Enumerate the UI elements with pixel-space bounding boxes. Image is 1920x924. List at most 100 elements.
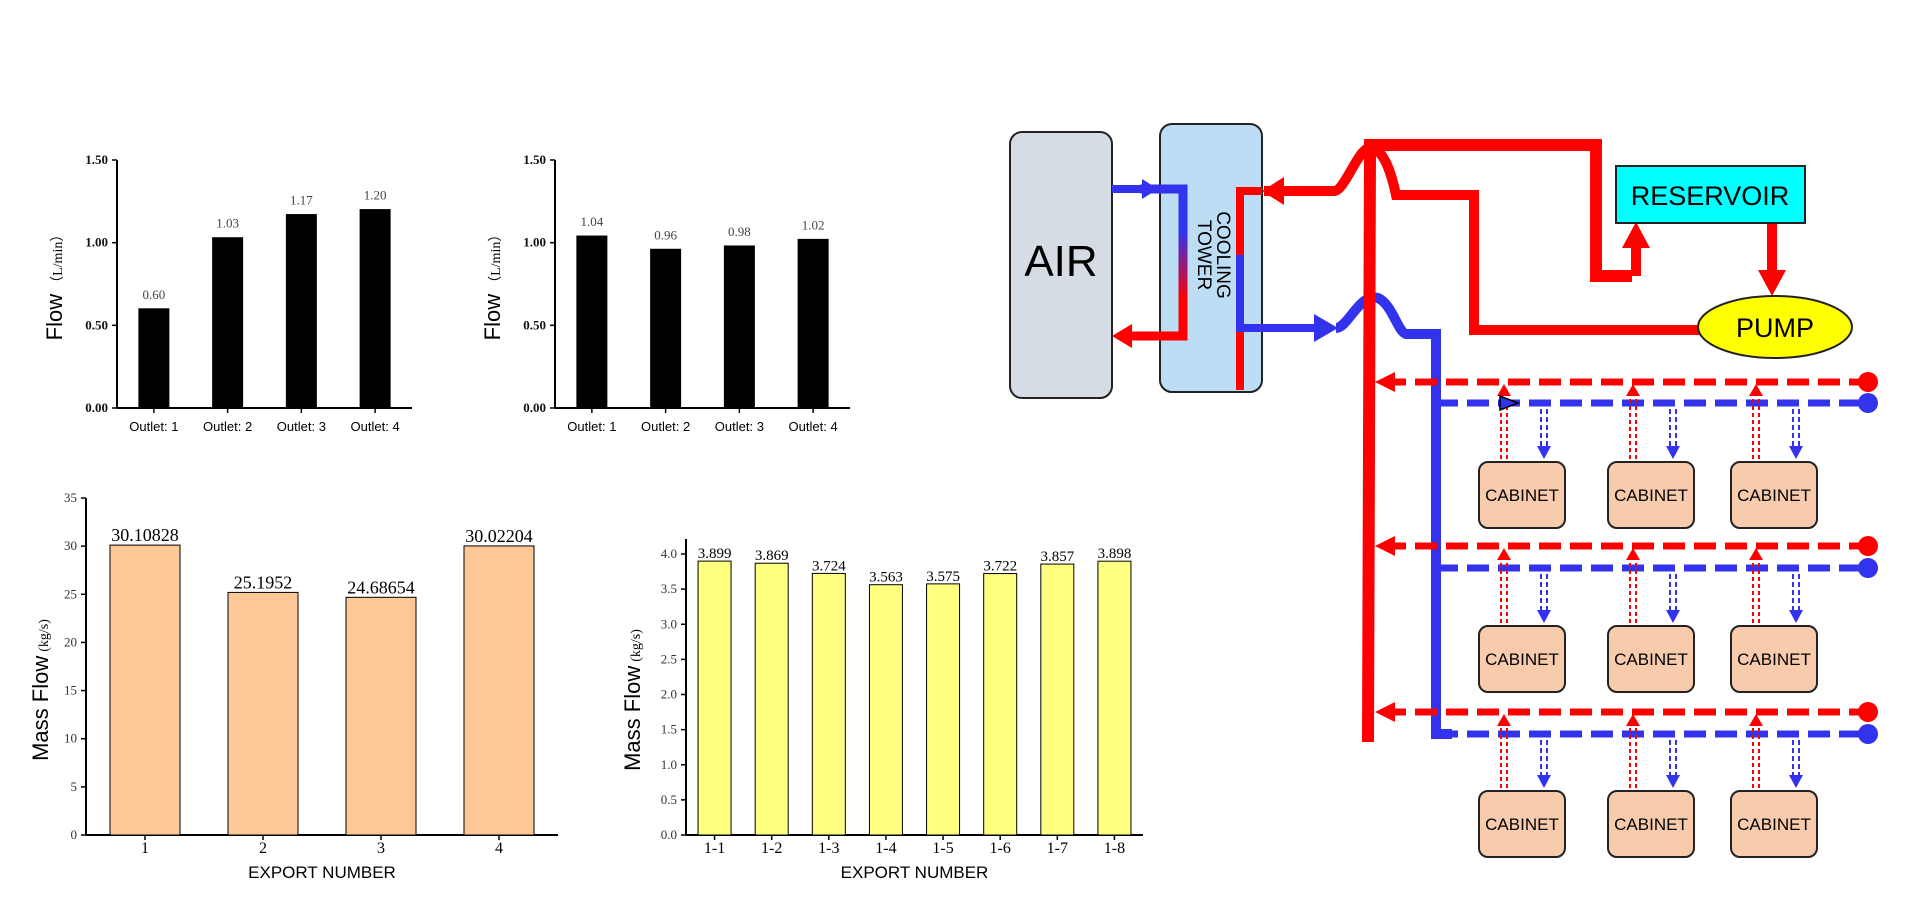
y-tick-label: 4.0 (661, 546, 677, 561)
c1-chart: 0.00 0.50 1.00 1.50 0.60 Outlet: 1 1.03 Outlet:… (42, 152, 412, 434)
y-tick-label: 3.5 (661, 581, 677, 596)
y-tick-label: 15 (64, 683, 77, 698)
arrowhead-icon (1537, 610, 1551, 623)
arrowhead-icon (1537, 775, 1551, 788)
y-tick-label: 1.0 (661, 757, 677, 772)
x-tick-label: Outlet: 3 (715, 419, 764, 434)
data-label: 1.03 (216, 216, 239, 231)
reservoir-label: RESERVOIR (1631, 181, 1790, 211)
pipe-end-cap (1858, 702, 1878, 722)
bar (797, 238, 829, 409)
x-tick-label: Outlet: 2 (641, 419, 690, 434)
cabinet-unit: CABINET (1607, 714, 1695, 858)
cabinet-label: CABINET (1485, 486, 1559, 505)
y-tick-label: 30 (64, 538, 77, 553)
pipe-end-cap (1858, 724, 1878, 744)
data-label: 3.898 (1098, 546, 1132, 562)
arrowhead-icon (1314, 314, 1338, 342)
arrowhead-icon (1622, 222, 1650, 248)
y-tick-label: 3.0 (661, 616, 677, 631)
data-label: 3.899 (698, 546, 732, 562)
data-label: 3.857 (1040, 549, 1074, 565)
arrowhead-icon (1375, 536, 1395, 556)
x-tick-label: 2 (259, 840, 267, 857)
cold-tower-outlet-pipe (1236, 255, 1324, 332)
x-axis-label: EXPORT NUMBER (248, 863, 396, 882)
y-tick-label: 2.5 (661, 651, 677, 666)
data-label: 30.02204 (465, 526, 533, 546)
arrowhead-icon (1666, 446, 1680, 459)
bar (811, 572, 846, 836)
cabinet-box (1478, 625, 1566, 693)
bar (723, 245, 755, 409)
pump (1697, 295, 1853, 359)
bar (1040, 563, 1075, 836)
data-label: 3.724 (812, 558, 846, 574)
x-tick-label: Outlet: 1 (129, 419, 178, 434)
flow-marker-icon (1499, 394, 1521, 412)
bar (109, 544, 181, 836)
arrowhead-icon (1375, 372, 1395, 392)
arrowhead-icon (1262, 177, 1284, 205)
pipe-end-cap (1858, 536, 1878, 556)
c2-chart: 0.00 0.50 1.00 1.50 1.04 Outlet: 1 0.96 Outlet:… (480, 152, 850, 434)
pipe-end-cap (1858, 393, 1878, 413)
arrowhead-icon (1749, 548, 1763, 560)
x-tick-label: 1-5 (932, 840, 953, 857)
cabinet-box (1730, 790, 1818, 858)
arrowhead-icon (1666, 610, 1680, 623)
cabinet-unit: CABINET (1478, 384, 1566, 529)
y-tick-label: 25 (64, 586, 77, 601)
y-tick-label: 2.0 (661, 687, 677, 702)
tower-air-pipe (1122, 184, 1188, 341)
bar (285, 214, 317, 409)
arrowhead-icon (1497, 548, 1511, 560)
arrowhead-icon (1497, 384, 1511, 396)
arrowhead-icon (1112, 324, 1132, 348)
x-tick-label: 4 (495, 840, 503, 857)
cabinet-label: CABINET (1614, 486, 1688, 505)
y-axis-label: Mass Flow(kg/s) (28, 619, 53, 761)
x-axis-label: EXPORT NUMBER (841, 863, 989, 882)
cabinet-label: CABINET (1485, 815, 1559, 834)
x-tick-label: 3 (377, 840, 385, 857)
cabinet-row-3: CABINET CABINET CABINET (1375, 702, 1878, 858)
y-tick-label: 1.5 (661, 722, 677, 737)
cabinet-unit: CABINET (1478, 548, 1566, 693)
bar (926, 583, 961, 836)
data-label: 1.20 (364, 188, 387, 203)
cabinet-label: CABINET (1614, 815, 1688, 834)
y-tick-label: 1.50 (85, 152, 108, 167)
y-tick-label: 0.5 (661, 792, 677, 807)
cabinet-box (1730, 461, 1818, 529)
arrowhead-icon (1626, 714, 1640, 726)
x-tick-label: 1-3 (818, 840, 839, 857)
arrowhead-icon (1626, 548, 1640, 560)
reservoir-box (1615, 165, 1806, 224)
cabinet-box (1607, 625, 1695, 693)
cabinet-unit: CABINET (1607, 384, 1695, 529)
x-tick-label: Outlet: 4 (351, 419, 400, 434)
x-tick-label: 1-8 (1104, 840, 1125, 857)
data-label: 1.02 (802, 217, 825, 232)
y-tick-label: 5 (71, 779, 78, 794)
x-tick-label: 1-4 (875, 840, 896, 857)
cooling-diagram: AIR COOLING TOWER RESERVOIR PUMP CABI (1009, 123, 1878, 858)
y-axis-label: Mass Flow(kg/s) (620, 629, 645, 771)
y-axis-label: Flow（L/min） (480, 228, 505, 341)
c4-chart: 0.0 0.5 1.0 1.5 2.0 2.5 3.0 3.5 4.0 3.899 1-1 3.869… (620, 539, 1143, 882)
data-label: 24.68654 (347, 577, 415, 597)
air-label: AIR (1024, 237, 1097, 286)
cabinet-unit: CABINET (1730, 384, 1818, 529)
bar (576, 235, 608, 409)
cabinet-box (1478, 461, 1566, 529)
data-label: 3.575 (926, 569, 960, 585)
bar (359, 209, 391, 409)
data-label: 3.869 (755, 548, 789, 564)
cabinet-label: CABINET (1737, 815, 1811, 834)
x-tick-label: 1 (141, 840, 149, 857)
cabinet-row-1: CABINET CABINET CABINET (1375, 372, 1878, 529)
arrowhead-icon (1497, 714, 1511, 726)
